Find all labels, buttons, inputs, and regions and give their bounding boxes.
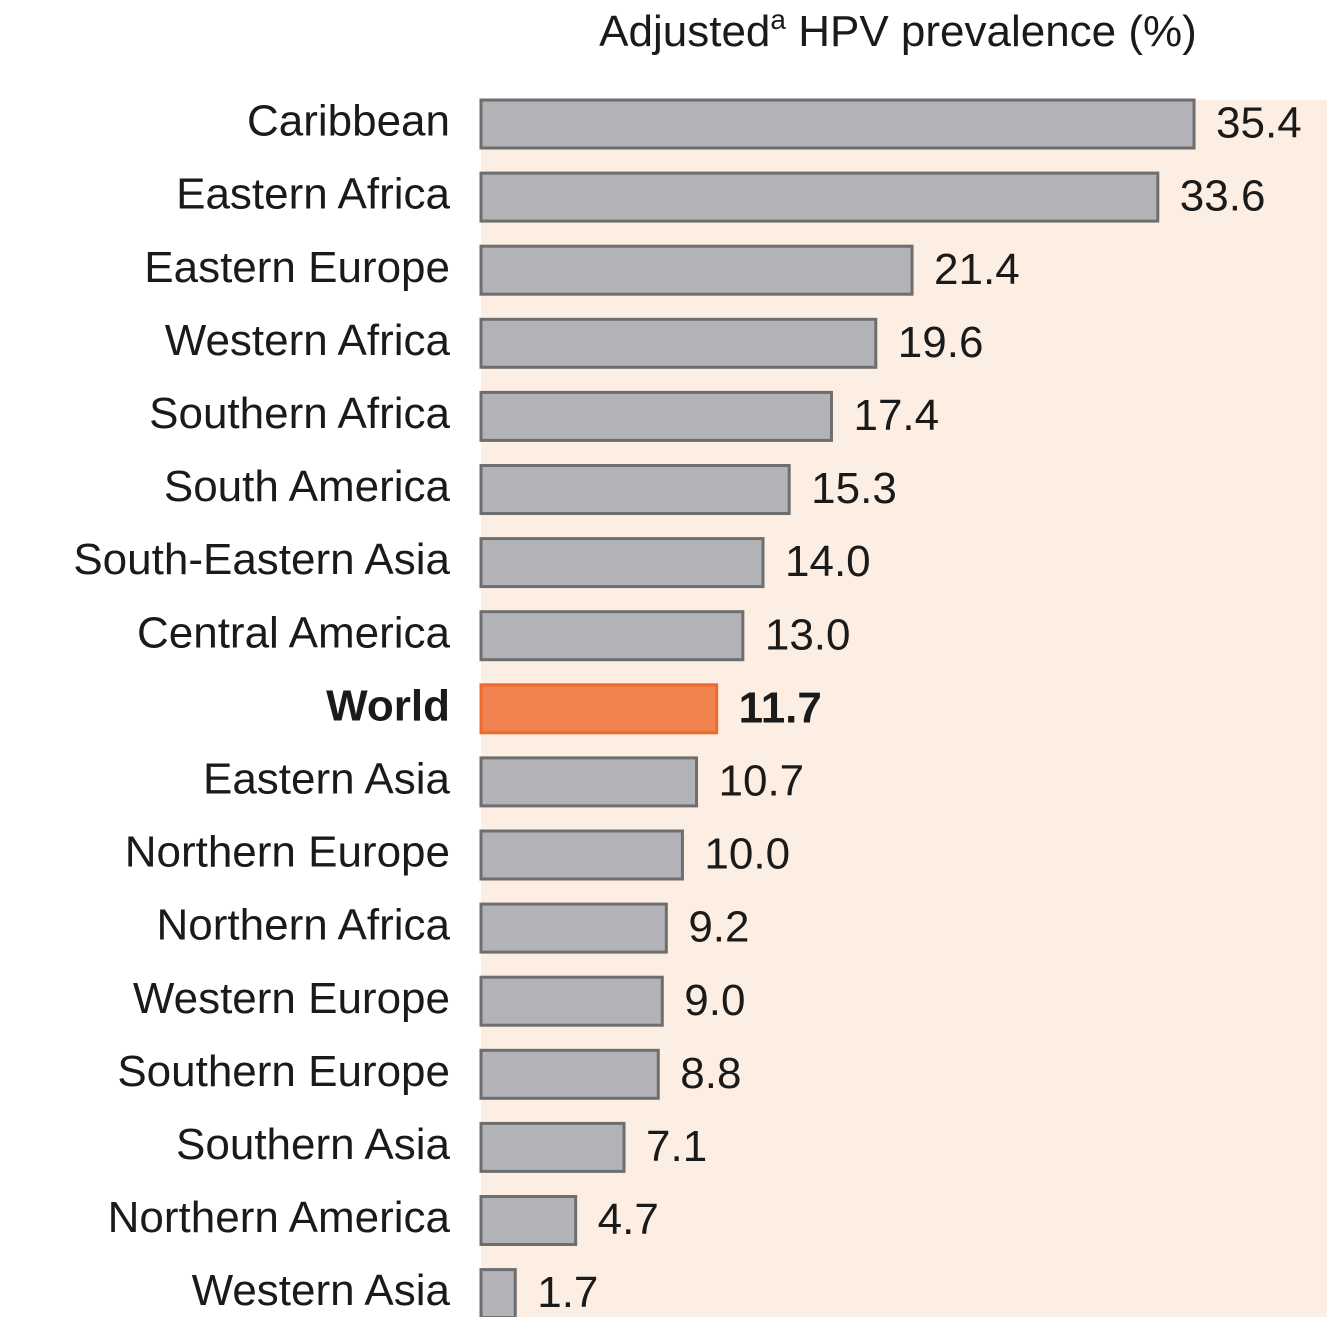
category-label: Western Asia: [192, 1266, 451, 1315]
category-label: Eastern Africa: [176, 170, 450, 219]
bar: [479, 610, 745, 662]
value-label: 19.6: [898, 318, 984, 367]
category-label: Southern Africa: [149, 389, 450, 438]
category-label: World: [326, 681, 450, 730]
category-label: Western Europe: [133, 974, 450, 1023]
category-label: Caribbean: [247, 97, 450, 146]
bar: [479, 390, 833, 442]
value-label: 7.1: [646, 1122, 707, 1171]
bar: [479, 98, 1196, 150]
value-label: 33.6: [1180, 172, 1266, 221]
category-label: Northern Africa: [157, 901, 451, 950]
value-label: 8.8: [680, 1049, 741, 1098]
category-label: Southern Asia: [176, 1120, 450, 1169]
category-label: Southern Europe: [117, 1047, 450, 1096]
title-superscript: a: [770, 4, 786, 35]
bar: [479, 683, 719, 735]
category-label: South America: [164, 462, 451, 511]
value-label: 9.0: [684, 976, 745, 1025]
category-label: Northern Europe: [125, 828, 450, 877]
bar: [479, 1268, 517, 1317]
value-label: 4.7: [598, 1195, 659, 1244]
category-label: Western Africa: [165, 316, 451, 365]
category-label: Northern America: [108, 1193, 451, 1242]
category-label: Eastern Asia: [203, 755, 451, 804]
bar: [479, 902, 668, 954]
bar: [479, 464, 791, 515]
value-label: 10.7: [719, 757, 805, 806]
bar: [479, 171, 1160, 223]
value-label: 10.0: [704, 830, 790, 879]
category-label: South-Eastern Asia: [73, 535, 450, 584]
bar: [479, 537, 765, 589]
value-label: 1.7: [537, 1268, 598, 1317]
bar: [479, 829, 684, 881]
category-label: Central America: [137, 608, 451, 657]
value-label: 17.4: [853, 391, 939, 440]
bar: [479, 317, 878, 369]
value-label: 14.0: [785, 537, 871, 586]
bar: [479, 1121, 626, 1173]
title-part: HPV prevalence (%): [786, 7, 1197, 56]
value-label: 11.7: [739, 683, 822, 732]
bar: [479, 244, 914, 296]
bar: [479, 1195, 578, 1246]
chart-title: Adjusteda HPV prevalence (%): [599, 4, 1197, 55]
value-label: 35.4: [1216, 99, 1302, 148]
title-part: Adjusted: [599, 7, 770, 56]
value-label: 9.2: [688, 903, 749, 952]
value-label: 15.3: [811, 464, 897, 513]
bar: [479, 975, 664, 1027]
value-label: 21.4: [934, 245, 1020, 294]
value-label: 13.0: [765, 610, 851, 659]
bar: [479, 1048, 660, 1100]
category-label: Eastern Europe: [144, 243, 450, 292]
bar: [479, 756, 699, 808]
